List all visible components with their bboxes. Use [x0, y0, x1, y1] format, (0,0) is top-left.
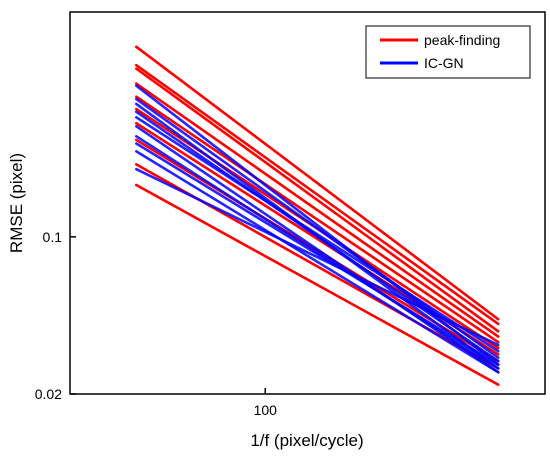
y-axis-label: RMSE (pixel)	[7, 153, 26, 253]
peak-finding-series-line-9	[135, 183, 500, 386]
ic-gn-series-line-17	[135, 142, 500, 367]
x-axis-ticks: 100	[254, 388, 278, 418]
y-tick-label: 0.1	[43, 229, 63, 245]
legend-box	[365, 25, 531, 79]
peak-finding-series-line-4	[135, 95, 500, 344]
ic-gn-series-line-19	[135, 167, 500, 347]
plot-lines	[135, 45, 500, 386]
x-axis-label: 1/f (pixel/cycle)	[250, 431, 363, 450]
y-axis-ticks: 0.02 0.1	[35, 229, 76, 402]
legend: peak-finding IC-GN	[365, 25, 531, 79]
x-tick-label: 100	[254, 402, 278, 418]
peak-finding-series-line-1	[135, 63, 500, 326]
ic-gn-series-line-18	[135, 150, 500, 374]
peak-finding-series-line-2	[135, 67, 500, 333]
ic-gn-series-line-13	[135, 110, 500, 363]
plot-frame	[69, 11, 546, 395]
peak-finding-series-line-0	[135, 45, 500, 321]
y-tick-label: 0.02	[35, 386, 62, 402]
peak-finding-series-line-3	[135, 82, 500, 338]
ic-gn-series-line-16	[135, 135, 500, 370]
legend-label-peak-finding: peak-finding	[424, 32, 500, 48]
ic-gn-series-line-14	[135, 116, 500, 353]
legend-label-ic-gn: IC-GN	[424, 55, 464, 71]
ic-gn-series-line-15	[135, 125, 500, 374]
